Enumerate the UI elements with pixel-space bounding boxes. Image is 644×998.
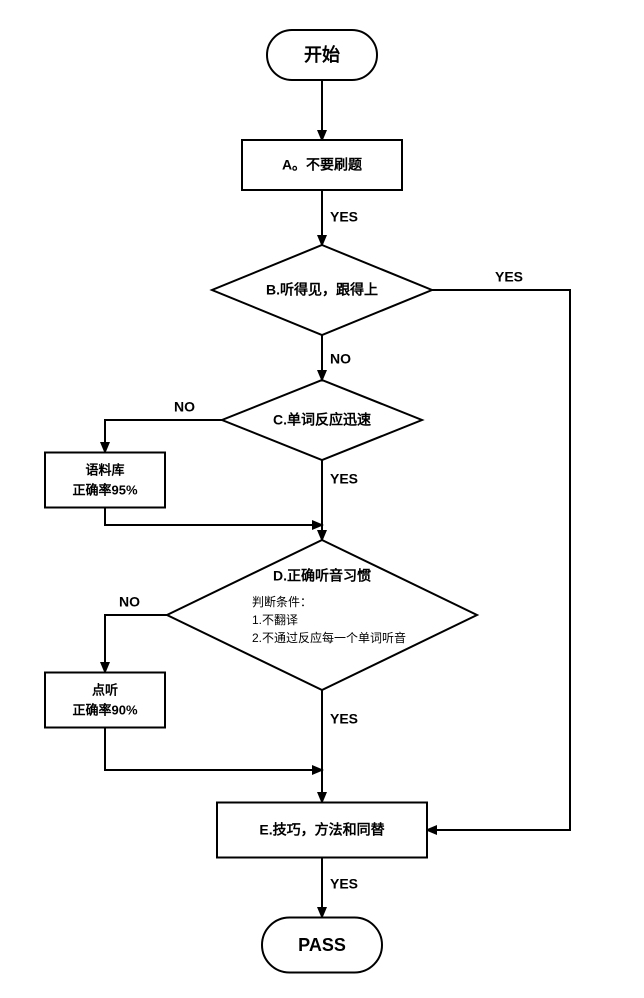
edge-label-yes: YES bbox=[330, 711, 358, 727]
edge-label-yes: YES bbox=[495, 269, 523, 285]
node-Dleft: 点听正确率90% bbox=[45, 673, 165, 728]
edge-label-no: NO bbox=[330, 351, 351, 367]
svg-text:判断条件：: 判断条件： bbox=[252, 594, 312, 609]
svg-text:E.技巧，方法和同替: E.技巧，方法和同替 bbox=[259, 822, 385, 838]
svg-text:正确率90%: 正确率90% bbox=[72, 702, 137, 717]
edge-Cleft-mainC bbox=[105, 508, 322, 525]
edge-label-no: NO bbox=[174, 399, 195, 415]
edge-C-Cleft bbox=[105, 420, 222, 452]
svg-text:点听: 点听 bbox=[92, 682, 118, 697]
svg-text:2.不通过反应每一个单词听音: 2.不通过反应每一个单词听音 bbox=[252, 630, 406, 645]
svg-text:B.听得见，跟得上: B.听得见，跟得上 bbox=[266, 282, 378, 298]
node-E: E.技巧，方法和同替 bbox=[217, 803, 427, 858]
edge-Dleft-mainD bbox=[105, 728, 322, 770]
edge-label-yes: YES bbox=[330, 471, 358, 487]
svg-text:C.单词反应迅速: C.单词反应迅速 bbox=[273, 412, 371, 428]
node-Cleft: 语料库正确率95% bbox=[45, 453, 165, 508]
node-A: A。不要刷题 bbox=[242, 140, 402, 190]
edge-label-no: NO bbox=[119, 594, 140, 610]
svg-text:1.不翻译: 1.不翻译 bbox=[252, 613, 298, 627]
node-B: B.听得见，跟得上 bbox=[212, 245, 432, 335]
svg-text:正确率95%: 正确率95% bbox=[72, 482, 137, 497]
edge-D-Dleft bbox=[105, 615, 167, 672]
node-D: D.正确听音习惯判断条件： 1.不翻译 2.不通过反应每一个单词听音 bbox=[167, 540, 477, 690]
svg-text:语料库: 语料库 bbox=[85, 462, 124, 477]
edge-B-E_right bbox=[427, 290, 570, 830]
node-pass: PASS bbox=[262, 918, 382, 973]
svg-text:D.正确听音习惯: D.正确听音习惯 bbox=[273, 568, 371, 584]
svg-text:A。不要刷题: A。不要刷题 bbox=[282, 157, 363, 173]
edge-label-yes: YES bbox=[330, 876, 358, 892]
flowchart-canvas: 开始A。不要刷题B.听得见，跟得上C.单词反应迅速语料库正确率95%D.正确听音… bbox=[0, 0, 644, 998]
edge-label-yes: YES bbox=[330, 209, 358, 225]
node-C: C.单词反应迅速 bbox=[222, 380, 422, 460]
node-start: 开始 bbox=[267, 30, 377, 80]
svg-text:PASS: PASS bbox=[298, 935, 346, 955]
svg-text:开始: 开始 bbox=[304, 44, 340, 65]
